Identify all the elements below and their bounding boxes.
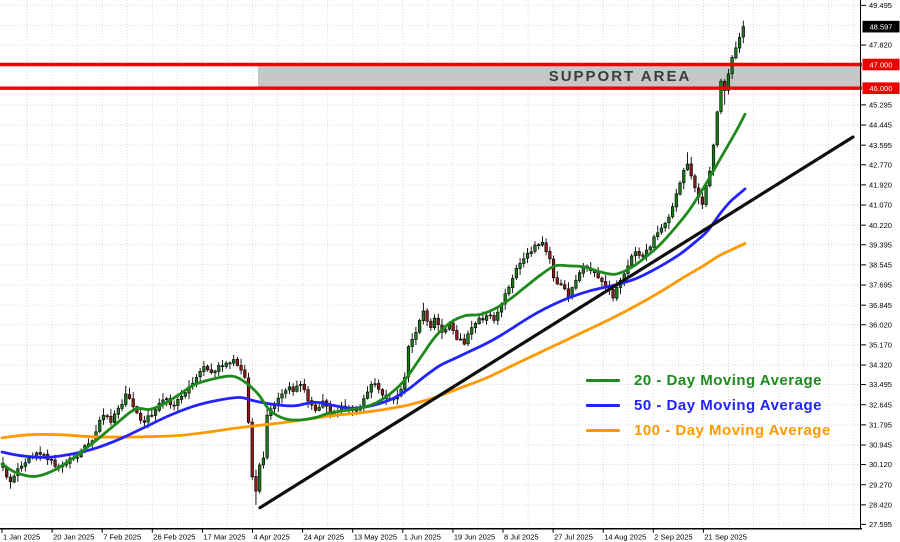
svg-text:33.495: 33.495 — [869, 380, 892, 389]
svg-text:17 Mar 2025: 17 Mar 2025 — [203, 533, 245, 542]
svg-text:1 Jun 2025: 1 Jun 2025 — [404, 533, 441, 542]
svg-text:36.845: 36.845 — [869, 301, 892, 310]
legend-row-ma50: 50 - Day Moving Average — [586, 393, 831, 418]
svg-text:48.597: 48.597 — [870, 22, 893, 31]
svg-text:47.000: 47.000 — [870, 60, 893, 69]
svg-text:24 Apr 2025: 24 Apr 2025 — [304, 533, 344, 542]
svg-text:4 Apr 2025: 4 Apr 2025 — [254, 533, 290, 542]
ma20-line-swatch — [586, 379, 620, 382]
svg-text:20 Jan 2025: 20 Jan 2025 — [53, 533, 94, 542]
ma50-legend-label: 50 - Day Moving Average — [634, 397, 822, 414]
svg-text:19 Jun 2025: 19 Jun 2025 — [454, 533, 495, 542]
svg-text:31.795: 31.795 — [869, 420, 892, 429]
svg-text:21 Sep 2025: 21 Sep 2025 — [704, 533, 747, 542]
svg-text:49.495: 49.495 — [869, 1, 892, 10]
ma100-legend-label: 100 - Day Moving Average — [634, 422, 831, 439]
svg-text:30.120: 30.120 — [869, 460, 892, 469]
svg-text:13 May 2025: 13 May 2025 — [354, 533, 397, 542]
svg-text:36.020: 36.020 — [869, 320, 892, 329]
ma-legend: 20 - Day Moving Average 50 - Day Moving … — [586, 368, 831, 443]
svg-text:8 Jul 2025: 8 Jul 2025 — [504, 533, 539, 542]
legend-row-ma20: 20 - Day Moving Average — [586, 368, 831, 393]
svg-text:41.070: 41.070 — [869, 201, 892, 210]
svg-text:41.920: 41.920 — [869, 180, 892, 189]
svg-text:27 Jul 2025: 27 Jul 2025 — [554, 533, 593, 542]
svg-text:1 Jan 2025: 1 Jan 2025 — [3, 533, 40, 542]
svg-text:38.545: 38.545 — [869, 260, 892, 269]
svg-text:47.820: 47.820 — [869, 41, 892, 50]
svg-text:42.770: 42.770 — [869, 160, 892, 169]
svg-text:29.270: 29.270 — [869, 480, 892, 489]
svg-text:35.170: 35.170 — [869, 340, 892, 349]
legend-row-ma100: 100 - Day Moving Average — [586, 418, 831, 443]
svg-text:2 Sep 2025: 2 Sep 2025 — [654, 533, 692, 542]
ma50-line-swatch — [586, 404, 620, 407]
svg-text:43.595: 43.595 — [869, 141, 892, 150]
svg-text:7 Feb 2025: 7 Feb 2025 — [103, 533, 141, 542]
ma20-legend-label: 20 - Day Moving Average — [634, 372, 822, 389]
svg-text:27.595: 27.595 — [869, 520, 892, 529]
svg-text:40.220: 40.220 — [869, 221, 892, 230]
svg-text:30.945: 30.945 — [869, 441, 892, 450]
svg-text:14 Aug 2025: 14 Aug 2025 — [604, 533, 646, 542]
svg-text:44.445: 44.445 — [869, 121, 892, 130]
svg-text:39.395: 39.395 — [869, 240, 892, 249]
svg-text:34.320: 34.320 — [869, 361, 892, 370]
svg-text:37.695: 37.695 — [869, 281, 892, 290]
support-area-label: SUPPORT AREA — [548, 68, 692, 85]
svg-text:26 Feb 2025: 26 Feb 2025 — [153, 533, 195, 542]
svg-text:32.645: 32.645 — [869, 400, 892, 409]
svg-text:28.420: 28.420 — [869, 500, 892, 509]
svg-text:45.295: 45.295 — [869, 101, 892, 110]
svg-text:46.000: 46.000 — [870, 84, 893, 93]
ma100-line-swatch — [586, 429, 620, 432]
